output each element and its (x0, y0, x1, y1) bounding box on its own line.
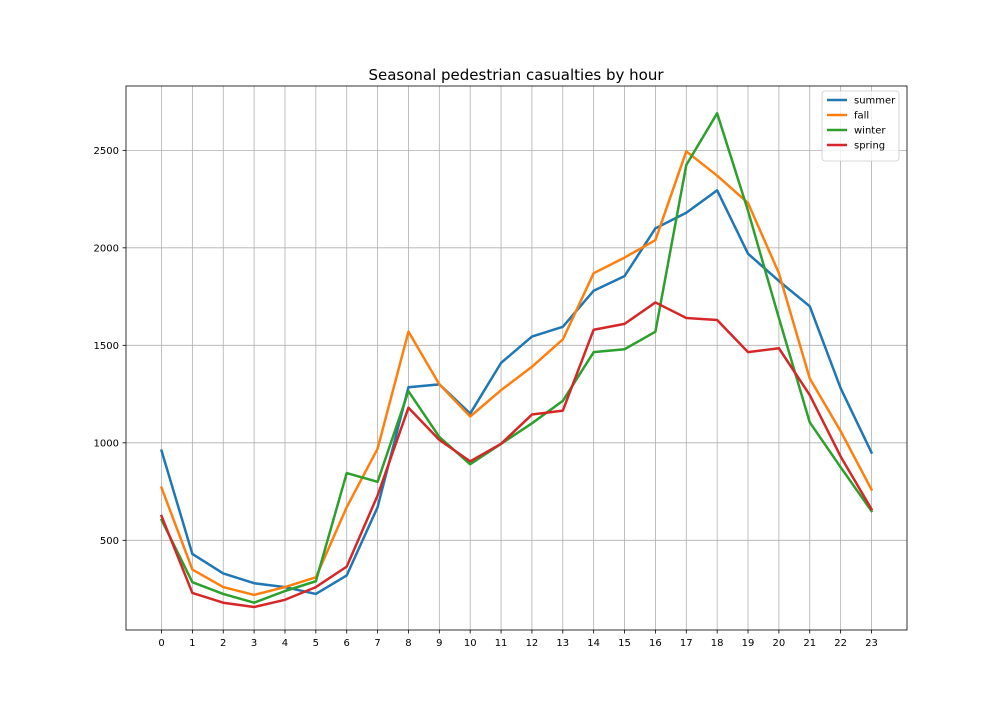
x-tick-label: 1 (189, 638, 195, 649)
chart-title: Seasonal pedestrian casualties by hour (368, 66, 664, 84)
series-line-fall (159, 150, 874, 597)
x-tick-label: 16 (649, 638, 662, 649)
y-tick-label: 500 (100, 536, 119, 547)
y-tick-label: 1000 (94, 438, 119, 449)
plot-frame (125, 85, 908, 631)
x-tick-label: 20 (773, 638, 786, 649)
x-tick-label: 23 (865, 638, 878, 649)
x-tick-label: 7 (374, 638, 380, 649)
x-tick-label: 6 (344, 638, 350, 649)
x-tick-label: 15 (618, 638, 631, 649)
legend-label-summer: summer (854, 96, 896, 107)
x-tick-label: 5 (313, 638, 319, 649)
x-tick-label: 22 (834, 638, 847, 649)
x-tick-label: 21 (803, 638, 816, 649)
y-axis-ticks: 500 1000 1500 2000 2500 (94, 146, 126, 547)
x-tick-label: 18 (711, 638, 724, 649)
x-tick-label: 8 (405, 638, 411, 649)
legend-label-winter: winter (854, 126, 886, 137)
series-lines (159, 112, 874, 609)
x-tick-label: 12 (526, 638, 539, 649)
legend: summer fall winter spring (821, 90, 900, 162)
y-tick-label: 2500 (94, 146, 119, 157)
y-tick-label: 2000 (94, 243, 119, 254)
legend-box (821, 90, 900, 162)
x-tick-label: 11 (495, 638, 508, 649)
legend-label-fall: fall (854, 111, 869, 122)
y-tick-label: 1500 (94, 341, 119, 352)
x-tick-label: 14 (587, 638, 600, 649)
legend-label-spring: spring (854, 141, 885, 152)
x-tick-label: 17 (680, 638, 693, 649)
x-tick-label: 9 (436, 638, 442, 649)
x-tick-label: 0 (158, 638, 164, 649)
x-tick-label: 2 (220, 638, 226, 649)
x-tick-label: 19 (742, 638, 755, 649)
series-line-summer (159, 189, 874, 596)
x-tick-label: 13 (556, 638, 569, 649)
gridlines (126, 86, 907, 630)
x-tick-label: 3 (251, 638, 257, 649)
series-line-spring (159, 301, 874, 609)
x-tick-label: 10 (464, 638, 477, 649)
series-line-winter (159, 112, 874, 604)
x-axis-ticks: 0 1 2 3 4 5 6 7 8 9 10 11 12 13 14 15 16 17 18 19 20 21 22 23 (158, 630, 878, 649)
x-tick-label: 4 (282, 638, 288, 649)
